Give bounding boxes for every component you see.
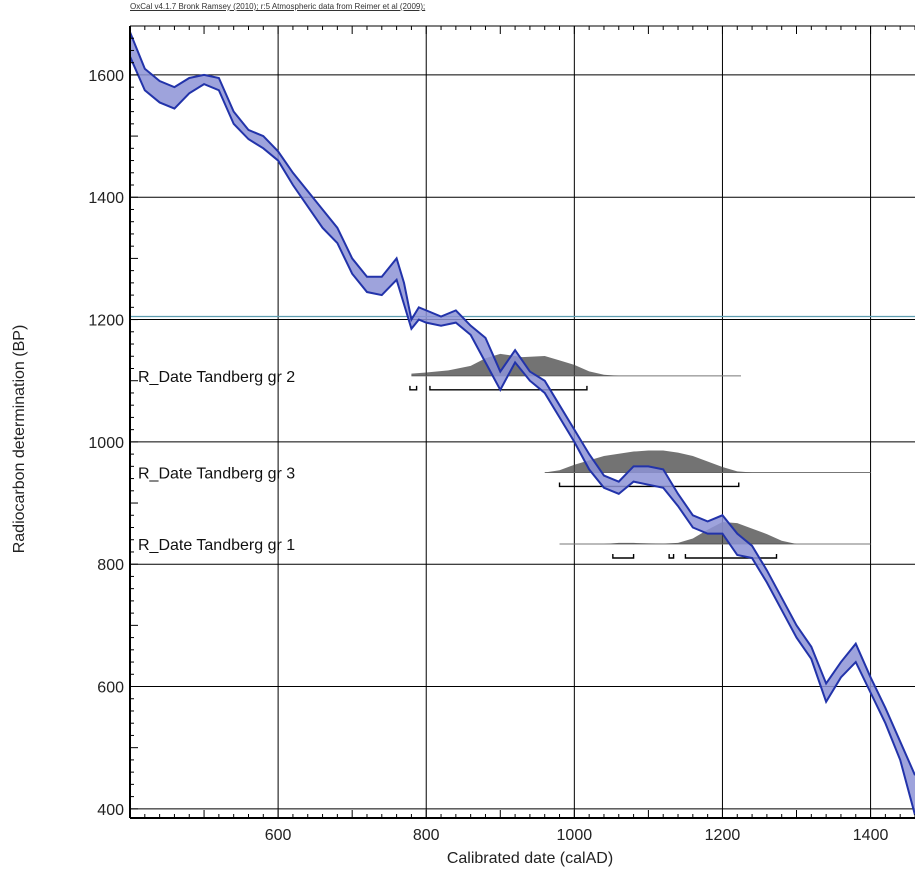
x-tick-label: 600 — [265, 827, 292, 844]
plot-background — [130, 26, 915, 818]
hpd-range-bracket — [409, 385, 418, 391]
probability-distribution — [603, 522, 797, 545]
y-axis-label: Radiocarbon determination (BP) — [11, 324, 28, 554]
hpd-range-bracket — [429, 385, 588, 391]
y-tick-label: 600 — [97, 680, 124, 697]
y-tick-label: 1600 — [88, 68, 124, 85]
y-tick-label: 1400 — [88, 190, 124, 207]
x-tick-label: 800 — [413, 827, 440, 844]
calibration-curve-upper — [129, 31, 915, 776]
hpd-range-bracket — [558, 482, 740, 488]
x-tick-label: 1000 — [557, 827, 593, 844]
hpd-range-bracket — [668, 554, 675, 559]
probability-distribution — [411, 353, 619, 376]
sample-label: R_Date Tandberg gr 2 — [138, 369, 295, 386]
x-tick-label: 1200 — [705, 827, 741, 844]
y-tick-label: 800 — [97, 557, 124, 574]
y-tick-label: 1200 — [88, 313, 124, 330]
y-tick-label: 1000 — [88, 435, 124, 452]
hpd-range-bracket — [684, 554, 778, 559]
hpd-range-bracket — [612, 554, 635, 559]
calibration-band — [130, 32, 915, 815]
y-tick-label: 400 — [97, 802, 124, 819]
x-axis-label: Calibrated date (calAD) — [446, 850, 614, 867]
chart-header: OxCal v4.1.7 Bronk Ramsey (2010); r:5 At… — [130, 2, 426, 11]
sample-label: R_Date Tandberg gr 3 — [138, 465, 295, 482]
calibration-curve-lower — [129, 56, 915, 816]
sample-label: R_Date Tandberg gr 1 — [138, 537, 295, 554]
x-tick-label: 1400 — [853, 827, 889, 844]
